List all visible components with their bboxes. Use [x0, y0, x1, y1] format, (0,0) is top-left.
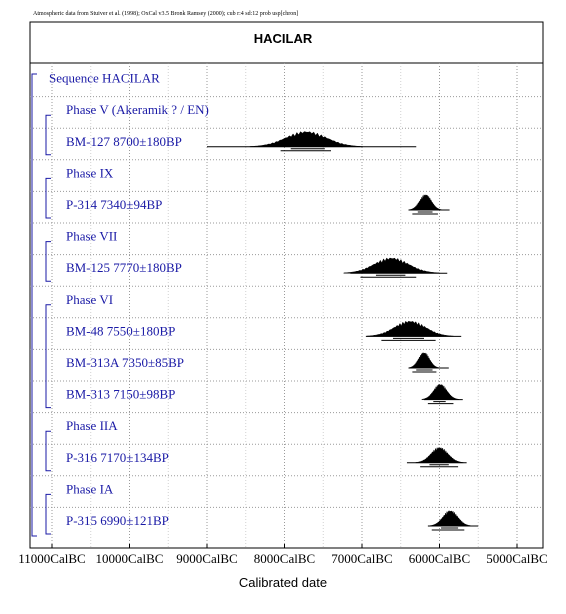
phase-bracket	[45, 304, 51, 409]
chart-title: HACILAR	[254, 31, 313, 46]
probability-distribution	[429, 510, 472, 527]
date-label: BM-125 7770±180BP	[66, 260, 182, 275]
probability-distribution	[366, 320, 454, 337]
phase-bracket	[45, 177, 51, 219]
rows: Sequence HACILAR Phase V (Akeramik ? / EN…	[31, 71, 479, 537]
x-axis-label: Calibrated date	[239, 575, 327, 590]
date-label: BM-313 7150±98BP	[66, 387, 175, 402]
date-label: BM-127 8700±180BP	[66, 134, 182, 149]
probability-distribution	[421, 383, 459, 400]
x-tick-label: 9000CalBC	[176, 551, 237, 566]
probability-distribution	[409, 194, 443, 211]
x-tick-label: 8000CalBC	[254, 551, 315, 566]
date-label: P-315 6990±121BP	[66, 513, 169, 528]
phase-label: Phase IX	[66, 165, 114, 180]
x-tick-label: 11000CalBC	[18, 551, 85, 566]
sequence-bracket	[31, 73, 37, 537]
phase-label: Phase V (Akeramik ? / EN)	[66, 102, 209, 117]
phase-bracket	[45, 241, 51, 282]
date-label: BM-48 7550±180BP	[66, 323, 175, 338]
x-tick-label: 10000CalBC	[96, 551, 164, 566]
phase-label: Phase VI	[66, 292, 113, 307]
phase-bracket	[45, 430, 51, 472]
date-label: BM-313A 7350±85BP	[66, 355, 184, 370]
probability-distribution	[343, 257, 440, 274]
date-label: P-314 7340±94BP	[66, 197, 162, 212]
phase-bracket	[45, 114, 51, 156]
plot-frame	[29, 21, 544, 549]
probability-distribution	[415, 446, 464, 464]
x-tick-label: 6000CalBC	[409, 551, 470, 566]
sequence-label: Sequence HACILAR	[49, 71, 160, 86]
probability-distribution	[249, 131, 363, 148]
credit-text: Atmospheric data from Stuiver et al. (19…	[33, 10, 298, 17]
x-tick-label: 5000CalBC	[486, 551, 547, 566]
phase-label: Phase VII	[66, 229, 117, 244]
phase-label: Phase IA	[66, 481, 114, 496]
probability-distribution	[408, 352, 440, 369]
date-label: P-316 7170±134BP	[66, 450, 169, 465]
x-axis-ticks: 11000CalBC 10000CalBC 9000CalBC 8000CalBC 70…	[18, 544, 548, 566]
phase-label: Phase IIA	[66, 418, 118, 433]
x-tick-label: 7000CalBC	[331, 551, 392, 566]
phase-bracket	[45, 493, 51, 535]
